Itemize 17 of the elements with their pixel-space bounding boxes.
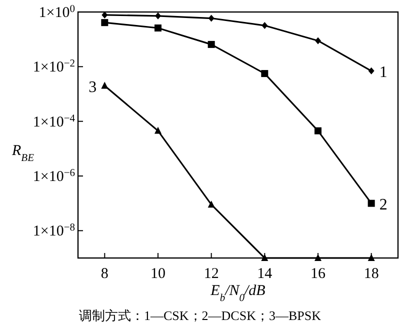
text: 调制方式：1—CSK；2—DCSK；3—BPSK bbox=[79, 308, 322, 323]
x-tick-label: 8 bbox=[100, 266, 108, 282]
series-label: 3 bbox=[88, 78, 97, 96]
y-tick-label: 1×10$^{0}$ bbox=[38, 4, 75, 21]
x-axis-title: E$_{b}$/N$_{0}$/dB bbox=[210, 283, 266, 304]
x-tick-label: 16 bbox=[310, 266, 326, 282]
y-axis-title: R$_{BE}$ bbox=[11, 143, 35, 164]
y-tick-label: 1×10$^{−2}$ bbox=[32, 58, 75, 76]
y-tick-label: 1×10$^{−8}$ bbox=[32, 222, 75, 240]
y-tick-label: 1×10$^{−4}$ bbox=[32, 112, 76, 130]
series-label: 2 bbox=[379, 196, 388, 214]
y-tick-label: 1×10$^{−6}$ bbox=[32, 168, 75, 185]
x-tick-label: 18 bbox=[364, 266, 379, 282]
x-tick-label: 14 bbox=[257, 266, 273, 282]
x-tick-label: 10 bbox=[150, 266, 166, 282]
x-tick-label: 12 bbox=[204, 266, 219, 282]
series-label: 1 bbox=[379, 64, 388, 81]
